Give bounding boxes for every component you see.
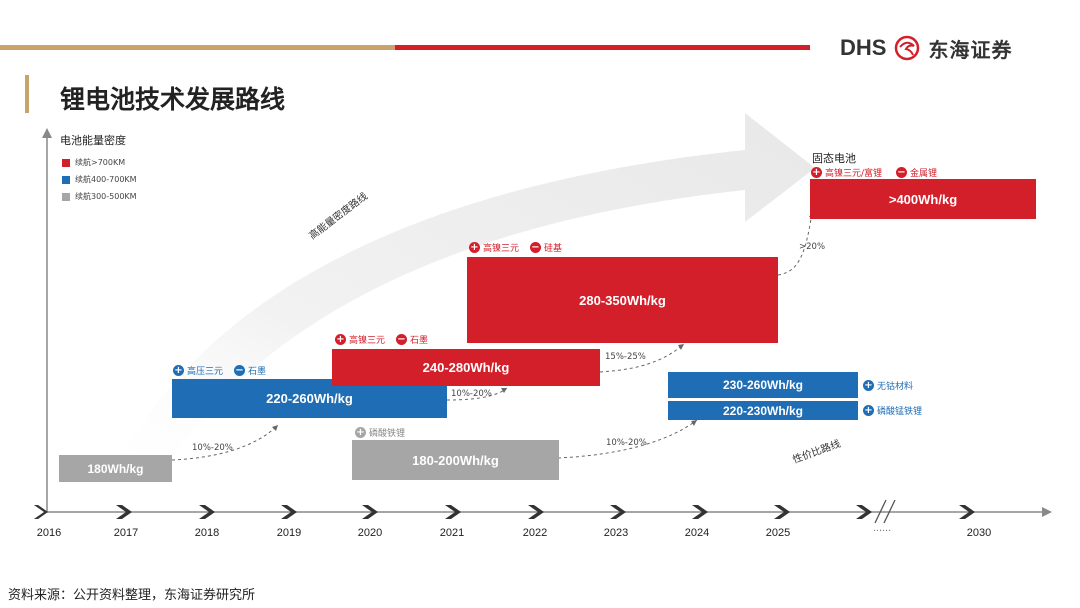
plus-icon: + [863, 380, 874, 391]
growth-label: 10%-20% [451, 389, 492, 399]
box-220-230: 220-230Wh/kg [668, 401, 858, 420]
minus-icon: − [896, 167, 907, 178]
y-axis-arrowhead [42, 128, 52, 138]
tag-2020-anode: − 石墨 [396, 333, 428, 346]
year-label: 2025 [765, 527, 791, 539]
legend-item-red: 续航>700KM [62, 157, 137, 168]
high-energy-arrow [110, 113, 815, 490]
tag-label: 高镍三元 [483, 244, 520, 254]
tag-lfp: + 磷酸铁锂 [355, 426, 405, 439]
axis-break-2 [883, 499, 896, 524]
legend-item-gray: 续航300-500KM [62, 191, 137, 202]
plus-icon: + [173, 365, 184, 376]
tag-2021-cathode: + 高镍三元 [469, 241, 519, 254]
tag-label: 石墨 [248, 367, 267, 377]
year-label: 2016 [36, 527, 62, 539]
source-note: 资料来源：公开资料整理，东海证券研究所 [8, 588, 256, 603]
tag-2018-cathode: + 高压三元 [173, 364, 223, 377]
box-180-200: 180-200Wh/kg [352, 440, 559, 480]
solid-state-title: 固态电池 [812, 152, 856, 165]
tag-label: 硅基 [544, 244, 563, 254]
year-chevrons [34, 505, 975, 519]
tag-label: 磷酸锰铁锂 [877, 407, 923, 417]
year-label: 2024 [684, 527, 710, 539]
legend-swatch-red [62, 158, 70, 167]
minus-icon: − [530, 242, 541, 253]
box-240-280: 240-280Wh/kg [332, 349, 600, 386]
minus-icon: − [234, 365, 245, 376]
tag-2021-anode: − 硅基 [530, 241, 562, 254]
year-label: 2019 [276, 527, 302, 539]
legend-label: 续航300-500KM [75, 192, 137, 201]
tag-label: 高压三元 [187, 367, 224, 377]
tag-label: 金属锂 [910, 169, 938, 179]
minus-icon: − [396, 334, 407, 345]
connector-2021-2022 [599, 343, 685, 373]
legend: 续航>700KM 续航400-700KM 续航300-500KM [62, 157, 137, 208]
legend-swatch-gray [62, 192, 70, 201]
tag-2020-cathode: + 高镍三元 [335, 333, 385, 346]
growth-label: 10%-20% [606, 438, 647, 448]
box-280-350: 280-350Wh/kg [467, 257, 778, 343]
tag-label: 磷酸铁锂 [369, 429, 406, 439]
tag-solid-anode: − 金属锂 [896, 166, 937, 179]
year-label: 2017 [113, 527, 139, 539]
axis-ellipsis: ...... [872, 522, 892, 534]
growth-label: >20% [799, 242, 826, 252]
box-180: 180Wh/kg [59, 455, 172, 482]
box-230-260: 230-260Wh/kg [668, 372, 858, 398]
legend-item-blue: 续航400-700KM [62, 174, 137, 185]
growth-label: 15%-25% [605, 352, 646, 362]
axis-break-1 [874, 499, 887, 524]
year-label: 2018 [194, 527, 220, 539]
year-label: 2020 [357, 527, 383, 539]
box-400: >400Wh/kg [810, 179, 1036, 219]
growth-label: 10%-20% [192, 443, 233, 453]
page-title: 锂电池技术发展路线 [60, 85, 286, 114]
tag-cobalt-free: + 无钴材料 [863, 379, 913, 392]
y-axis-label: 电池能量密度 [60, 134, 126, 147]
year-label: 2023 [603, 527, 629, 539]
plus-icon: + [811, 167, 822, 178]
connector-2025-2030 [777, 211, 813, 276]
header-stripe-gold [0, 45, 395, 50]
dragon-logo-icon [895, 35, 920, 61]
plus-icon: + [335, 334, 346, 345]
tag-label: 高镍三元 [349, 336, 386, 346]
tag-label: 高镍三元/富锂 [825, 169, 883, 179]
brand-logo: DHS 东海证券 [840, 33, 1012, 63]
header-stripe-red [395, 45, 810, 50]
legend-label: 续航400-700KM [75, 175, 137, 184]
brand-en: DHS [840, 35, 887, 60]
tag-lmfp: + 磷酸锰铁锂 [863, 404, 922, 417]
title-marker [25, 75, 29, 113]
legend-label: 续航>700KM [75, 158, 126, 167]
tag-solid-cathode: + 高镍三元/富锂 [811, 166, 882, 179]
connector-2017-2018 [171, 424, 279, 461]
tag-label: 无钴材料 [877, 382, 914, 392]
plus-icon: + [863, 405, 874, 416]
plus-icon: + [355, 427, 366, 438]
year-label: 2022 [522, 527, 548, 539]
tag-label: 石墨 [410, 336, 429, 346]
plus-icon: + [469, 242, 480, 253]
brand-cn: 东海证券 [928, 37, 1013, 62]
year-label: 2021 [439, 527, 465, 539]
legend-swatch-blue [62, 175, 70, 184]
x-axis-arrowhead [1042, 507, 1052, 517]
connector-2022-2025 [557, 419, 698, 459]
tag-2018-anode: − 石墨 [234, 364, 266, 377]
year-label: 2030 [966, 527, 992, 539]
